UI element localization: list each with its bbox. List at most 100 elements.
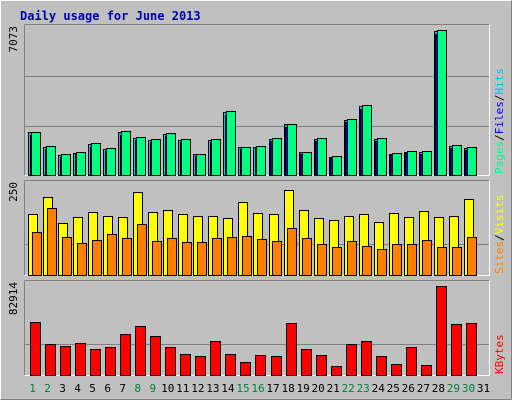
bar-kbytes-day-25 xyxy=(391,364,402,376)
bars-usage xyxy=(28,30,477,176)
day-label: 15 xyxy=(236,382,249,395)
bar-kbytes-day-15 xyxy=(240,362,251,376)
bar-pages-day-17 xyxy=(272,138,282,176)
panel-visits: 250 Sites/Visits xyxy=(7,180,506,276)
bar-sites-day-15 xyxy=(242,236,252,276)
bar-pages-day-9 xyxy=(151,139,161,176)
bar-sites-day-7 xyxy=(122,238,132,276)
bar-kbytes-day-6 xyxy=(105,347,116,376)
panel-kbytes: 82914 KBytes xyxy=(7,280,506,376)
bar-kbytes-day-14 xyxy=(225,354,236,376)
day-label: 2 xyxy=(44,382,51,395)
bar-sites-day-27 xyxy=(422,240,432,276)
bars-kbytes xyxy=(30,286,477,376)
bar-kbytes-day-4 xyxy=(75,343,86,376)
bar-kbytes-day-9 xyxy=(150,336,161,376)
bar-kbytes-day-1 xyxy=(30,322,41,376)
bar-pages-day-3 xyxy=(61,154,71,176)
bar-sites-day-14 xyxy=(227,237,237,276)
bar-sites-day-22 xyxy=(347,241,357,276)
bar-pages-day-26 xyxy=(407,151,417,176)
bar-sites-day-5 xyxy=(92,240,102,276)
day-label: 24 xyxy=(372,382,386,395)
bar-pages-day-18 xyxy=(287,124,297,176)
day-label: 1 xyxy=(29,382,36,395)
day-label: 22 xyxy=(342,382,355,395)
day-label: 14 xyxy=(221,382,235,395)
bar-kbytes-day-23 xyxy=(361,341,372,376)
day-label: 5 xyxy=(89,382,96,395)
bar-kbytes-day-30 xyxy=(466,323,477,376)
day-label: 30 xyxy=(462,382,475,395)
day-label: 16 xyxy=(251,382,264,395)
bar-pages-day-5 xyxy=(91,143,101,176)
day-label: 13 xyxy=(206,382,219,395)
bar-pages-day-22 xyxy=(347,119,357,176)
day-label: 18 xyxy=(281,382,294,395)
day-label: 21 xyxy=(327,382,340,395)
bar-sites-day-24 xyxy=(377,249,387,276)
bar-kbytes-day-10 xyxy=(165,347,176,376)
day-label: 27 xyxy=(417,382,430,395)
bars-visits xyxy=(28,190,477,276)
bar-pages-day-12 xyxy=(196,154,206,176)
bar-pages-day-6 xyxy=(106,148,116,176)
bar-sites-day-19 xyxy=(302,238,312,276)
side-legend: Sites/Visits xyxy=(493,195,506,275)
bar-pages-day-10 xyxy=(166,133,176,176)
bar-pages-day-30 xyxy=(467,147,477,176)
bar-sites-day-18 xyxy=(287,228,297,276)
bar-pages-day-14 xyxy=(226,111,236,176)
day-label: 31 xyxy=(477,382,490,395)
bar-pages-day-23 xyxy=(362,105,372,176)
bar-pages-day-11 xyxy=(181,139,191,176)
bar-sites-day-4 xyxy=(77,243,87,276)
bar-kbytes-day-8 xyxy=(135,326,146,376)
bar-pages-day-29 xyxy=(452,145,462,176)
legend-sites: Sites xyxy=(493,241,506,274)
day-label: 17 xyxy=(266,382,279,395)
bar-pages-day-2 xyxy=(46,146,56,176)
day-label: 3 xyxy=(59,382,66,395)
bar-kbytes-day-16 xyxy=(255,355,266,376)
bar-pages-day-13 xyxy=(211,139,221,176)
side-legend-separator: / xyxy=(493,134,506,141)
bar-kbytes-day-22 xyxy=(346,344,357,376)
day-label: 28 xyxy=(432,382,445,395)
day-label: 26 xyxy=(402,382,415,395)
bar-kbytes-day-17 xyxy=(271,356,282,376)
day-label: 29 xyxy=(447,382,460,395)
y-max-label: 250 xyxy=(7,182,20,202)
bar-sites-day-2 xyxy=(47,208,57,276)
bar-sites-day-30 xyxy=(467,237,477,276)
bar-pages-day-7 xyxy=(121,131,131,176)
bar-sites-day-17 xyxy=(272,241,282,276)
bar-pages-day-19 xyxy=(302,152,312,176)
bar-sites-day-1 xyxy=(32,232,42,276)
bar-pages-day-25 xyxy=(392,153,402,176)
bar-pages-day-4 xyxy=(76,152,86,176)
day-label: 11 xyxy=(176,382,189,395)
day-label: 20 xyxy=(311,382,324,395)
bar-pages-day-24 xyxy=(377,138,387,176)
bar-kbytes-day-20 xyxy=(316,355,327,376)
bar-pages-day-16 xyxy=(256,146,266,176)
bar-pages-day-21 xyxy=(332,156,342,176)
day-labels: 1 2 3 4 5 6 7 8 9 10 11 12 13 14 15 16 17 18 19 20 21 22 23 24 2… xyxy=(29,382,490,395)
bar-pages-day-1 xyxy=(31,132,41,176)
bar-sites-day-28 xyxy=(437,247,447,276)
bar-sites-day-12 xyxy=(197,242,207,276)
bar-kbytes-day-21 xyxy=(331,366,342,376)
legend-files: Files xyxy=(493,101,506,134)
bar-sites-day-10 xyxy=(167,238,177,276)
bar-kbytes-day-26 xyxy=(406,347,417,376)
bar-sites-day-6 xyxy=(107,234,117,276)
day-label: 7 xyxy=(119,382,126,395)
y-max-label: 7073 xyxy=(7,26,20,53)
bar-sites-day-9 xyxy=(152,241,162,276)
bar-pages-day-27 xyxy=(422,151,432,176)
day-label: 8 xyxy=(134,382,141,395)
bar-kbytes-day-12 xyxy=(195,356,206,376)
